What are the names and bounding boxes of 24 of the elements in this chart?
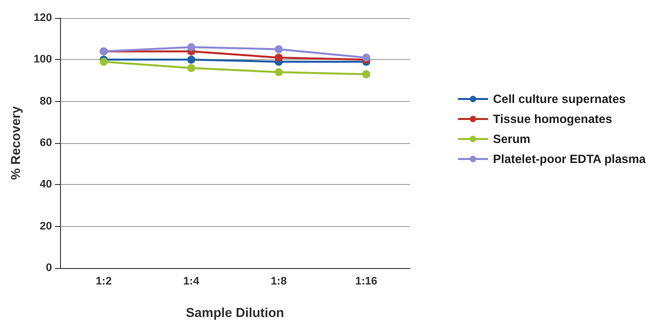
y-tick-label: 80 [40, 95, 52, 108]
x-tick-label: 1:8 [270, 276, 287, 288]
point [187, 43, 196, 52]
y-tick-label: 100 [34, 54, 52, 66]
legend-label: Serum [493, 132, 530, 146]
point [274, 45, 283, 54]
point [274, 54, 283, 62]
x-tick-label: 1:2 [96, 276, 112, 288]
y-tick-label: 120 [34, 12, 52, 24]
x-axis-title: Sample Dilution [186, 305, 284, 320]
point [187, 56, 196, 64]
y-tick-label: 0 [46, 262, 52, 274]
y-tick-label: 40 [40, 178, 52, 191]
x-tick-label: 1:16 [355, 276, 378, 288]
y-axis-title: % Recovery [8, 105, 23, 180]
point [362, 70, 370, 78]
x-tick-label: 1:4 [183, 276, 200, 288]
legend-label: Cell culture supernates [493, 92, 626, 106]
y-tick-label: 60 [40, 137, 52, 149]
legend-label: Platelet-poor EDTA plasma [493, 152, 646, 166]
y-tick-label: 20 [40, 220, 52, 232]
point [187, 64, 196, 72]
legend-label: Tissue homogenates [493, 112, 612, 126]
point [274, 68, 283, 76]
